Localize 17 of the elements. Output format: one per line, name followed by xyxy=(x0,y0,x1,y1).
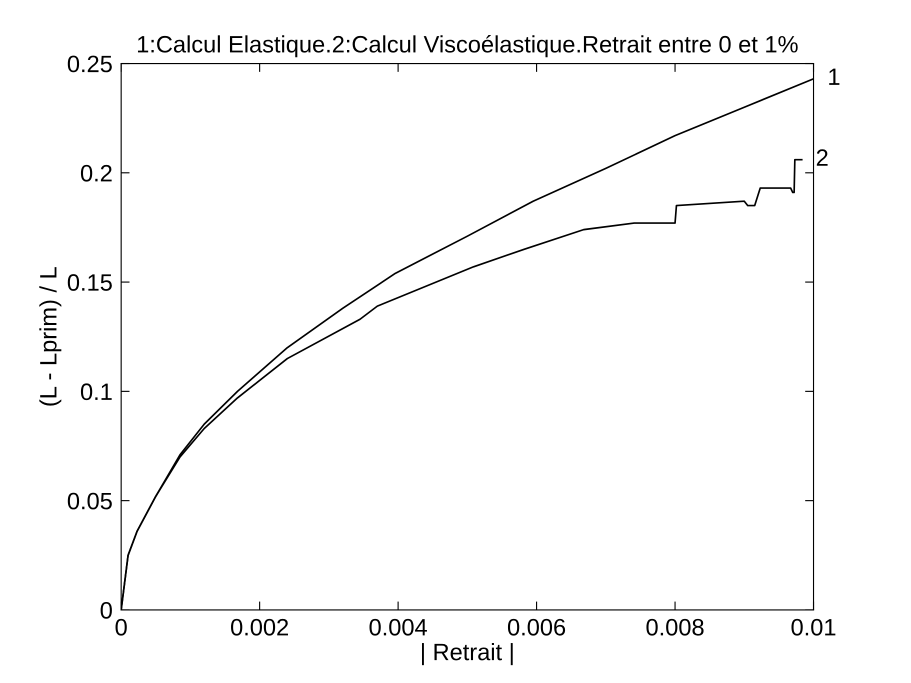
x-tick-label: 0.006 xyxy=(508,618,566,636)
legend-label: 2 xyxy=(816,149,828,166)
x-tick-label: 0.01 xyxy=(791,618,836,636)
x-tick-label: 0 xyxy=(116,618,127,636)
y-tick-label: 0 xyxy=(100,602,112,619)
x-axis-title: | Retrait | xyxy=(422,643,513,666)
chart-title: 1:Calcul Elastique.2:Calcul Viscoélastique.Retrait entre 0 et 1% xyxy=(138,35,798,58)
y-tick-label: 0.15 xyxy=(68,274,112,291)
y-tick-label: 0.25 xyxy=(68,56,112,72)
y-axis-title: (L - Lprim) / L xyxy=(39,267,62,406)
x-tick-label: 0.002 xyxy=(231,618,288,636)
x-tick-label: 0.008 xyxy=(646,618,704,636)
y-tick-label: 0.1 xyxy=(80,383,112,400)
y-tick-label: 0.05 xyxy=(68,492,112,510)
x-tick-label: 0.004 xyxy=(369,618,427,636)
legend-label: 1 xyxy=(829,68,840,85)
y-tick-label: 0.2 xyxy=(80,164,112,182)
